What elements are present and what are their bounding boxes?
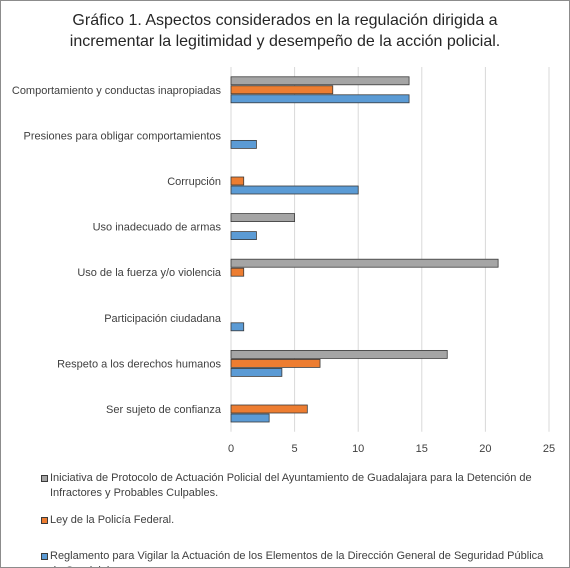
chart-legend: Iniciativa de Protocolo de Actuación Pol… (41, 471, 556, 567)
bar-series-2 (230, 267, 245, 277)
x-tick-label-1: 5 (292, 443, 298, 455)
category-label: Ser sujeto de confianza (106, 404, 222, 416)
legend-label: Ley de la Policía Federal. (50, 514, 175, 526)
bar-series-3 (230, 367, 283, 377)
bar-series-1 (230, 349, 448, 359)
legend-swatch (41, 517, 48, 524)
category-label: Participación ciudadana (104, 313, 222, 325)
bar-chart-plot: Comportamiento y conductas inapropiadas P… (12, 67, 555, 455)
legend-label: Iniciativa de Protocolo de Actuación Pol… (50, 472, 532, 499)
category-label: Uso de la fuerza y/o violencia (77, 267, 222, 279)
bar-series-3 (230, 185, 359, 195)
bar-series-2 (230, 404, 308, 414)
bar-series-1 (230, 76, 410, 86)
chart-title: Gráfico 1. Aspectos considerados en la r… (1, 10, 569, 52)
legend-item-series-2: Ley de la Policía Federal. (41, 513, 556, 528)
category-label: Presiones para obligar comportamientos (24, 130, 222, 142)
category-label: Respeto a los derechos humanos (57, 358, 221, 370)
chart-title-line-2: incrementar la legitimidad y desempeño d… (69, 33, 501, 50)
bar-series-3 (230, 231, 257, 241)
bar-series-1 (230, 258, 499, 268)
category-label: Uso inadecuado de armas (93, 222, 222, 234)
x-tick-label-5: 25 (543, 443, 555, 455)
bar-series-3 (230, 322, 245, 332)
bar-series-3 (230, 413, 270, 423)
bar-series-3 (230, 139, 257, 149)
bar-series-2 (230, 85, 334, 95)
legend-item-series-1: Iniciativa de Protocolo de Actuación Pol… (41, 471, 556, 501)
legend-swatch (41, 475, 48, 482)
bar-series-3 (230, 94, 410, 104)
category-label: Comportamiento y conductas inapropiadas (12, 85, 222, 97)
bar-series-2 (230, 358, 321, 368)
category-label: Corrupción (167, 176, 221, 188)
chart-title-line-1: Gráfico 1. Aspectos considerados en la r… (72, 12, 498, 29)
x-tick-label-0: 0 (228, 443, 234, 455)
x-tick-label-4: 20 (479, 443, 491, 455)
bar-series-2 (230, 176, 245, 186)
bar-series-1 (230, 213, 295, 223)
x-tick-label-2: 10 (352, 443, 364, 455)
legend-label: Reglamento para Vigilar la Actuación de … (50, 550, 544, 567)
legend-swatch (41, 553, 48, 560)
legend-item-series-3: Reglamento para Vigilar la Actuación de … (41, 549, 556, 567)
x-tick-label-3: 15 (416, 443, 428, 455)
